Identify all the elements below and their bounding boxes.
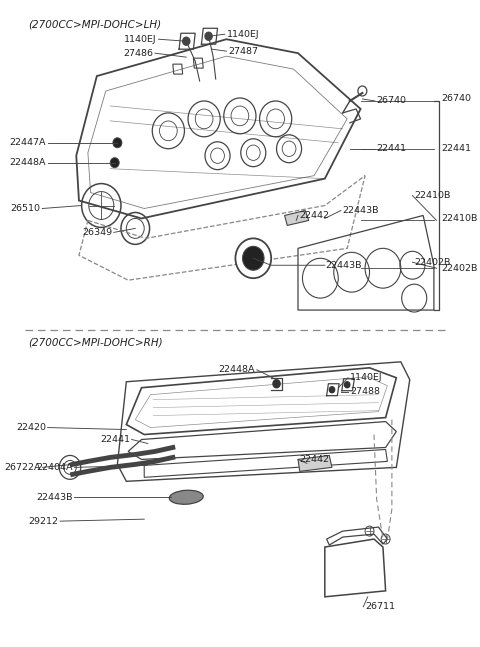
Text: 1140EJ: 1140EJ bbox=[227, 30, 259, 39]
Circle shape bbox=[205, 32, 212, 40]
Text: 27486: 27486 bbox=[123, 49, 153, 58]
Polygon shape bbox=[298, 455, 332, 472]
Text: 22402B: 22402B bbox=[414, 258, 451, 267]
Text: 22442: 22442 bbox=[300, 211, 330, 220]
Circle shape bbox=[329, 387, 335, 393]
Text: 22441: 22441 bbox=[377, 144, 407, 153]
Text: 26349: 26349 bbox=[82, 228, 112, 237]
Text: 22442: 22442 bbox=[300, 455, 330, 464]
Text: (2700CC>MPI-DOHC>RH): (2700CC>MPI-DOHC>RH) bbox=[28, 338, 163, 348]
Text: 1140EJ: 1140EJ bbox=[124, 35, 157, 44]
Circle shape bbox=[273, 380, 280, 388]
Text: 22420: 22420 bbox=[16, 423, 46, 432]
Text: 22410B: 22410B bbox=[414, 191, 451, 200]
Circle shape bbox=[242, 247, 264, 270]
Text: 26740: 26740 bbox=[441, 94, 471, 104]
Text: 26510: 26510 bbox=[11, 204, 40, 213]
Circle shape bbox=[110, 158, 119, 168]
Text: 1140EJ: 1140EJ bbox=[350, 373, 383, 382]
Text: 22410B: 22410B bbox=[441, 214, 478, 223]
Text: 29212: 29212 bbox=[28, 517, 59, 525]
Text: 22443B: 22443B bbox=[36, 493, 72, 502]
Circle shape bbox=[235, 238, 271, 278]
Text: (2700CC>MPI-DOHC>LH): (2700CC>MPI-DOHC>LH) bbox=[28, 19, 161, 29]
Text: 26711: 26711 bbox=[365, 602, 395, 611]
Polygon shape bbox=[285, 210, 309, 225]
Ellipse shape bbox=[169, 490, 203, 504]
Text: 22404A: 22404A bbox=[36, 463, 72, 472]
Text: 26722A: 26722A bbox=[4, 463, 40, 472]
Text: 27488: 27488 bbox=[350, 387, 380, 396]
Circle shape bbox=[345, 382, 350, 388]
Circle shape bbox=[113, 138, 122, 148]
Circle shape bbox=[183, 38, 190, 45]
Text: 22402B: 22402B bbox=[441, 264, 478, 273]
Text: 22447A: 22447A bbox=[10, 138, 46, 148]
Text: 27487: 27487 bbox=[228, 47, 258, 56]
Text: 22441: 22441 bbox=[100, 435, 130, 444]
Text: 22443B: 22443B bbox=[343, 206, 379, 215]
Text: 22448A: 22448A bbox=[218, 366, 255, 375]
Text: 26740: 26740 bbox=[377, 96, 407, 105]
Text: 22441: 22441 bbox=[441, 144, 471, 153]
Text: 22448A: 22448A bbox=[10, 159, 46, 167]
Text: 22443B: 22443B bbox=[325, 261, 361, 270]
